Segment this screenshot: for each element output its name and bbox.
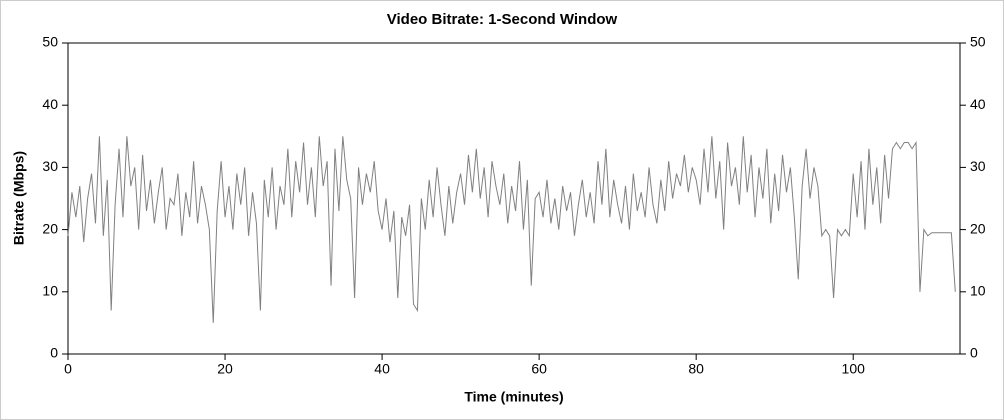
- chart-title: Video Bitrate: 1-Second Window: [387, 11, 618, 28]
- y2-tick-label: 30: [970, 158, 986, 174]
- x-tick-label: 40: [374, 361, 390, 377]
- y2-tick-label: 20: [970, 220, 986, 236]
- y-tick-label: 0: [50, 345, 58, 361]
- y-tick-label: 10: [42, 283, 58, 299]
- y-tick-label: 40: [42, 96, 58, 112]
- x-tick-label: 0: [64, 361, 72, 377]
- y-axis-label: Bitrate (Mbps): [11, 151, 27, 245]
- x-tick-label: 60: [531, 361, 547, 377]
- x-axis-label: Time (minutes): [464, 389, 563, 405]
- x-tick-label: 80: [688, 361, 704, 377]
- x-tick-label: 100: [842, 361, 866, 377]
- x-tick-label: 20: [217, 361, 233, 377]
- y-tick-label: 30: [42, 158, 58, 174]
- data-line: [67, 136, 956, 323]
- y2-tick-label: 40: [970, 96, 986, 112]
- y2-tick-label: 0: [970, 345, 978, 361]
- y-tick-label: 20: [42, 220, 58, 236]
- y2-tick-label: 50: [970, 34, 986, 50]
- y-tick-label: 50: [42, 34, 58, 50]
- y2-tick-label: 10: [970, 283, 986, 299]
